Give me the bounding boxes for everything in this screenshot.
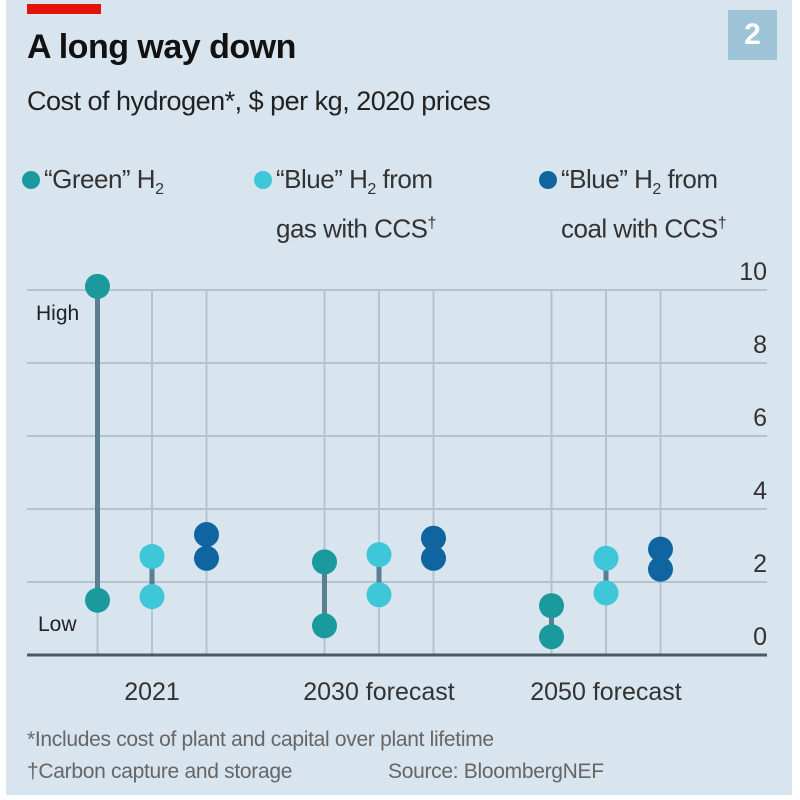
high-point (539, 593, 564, 619)
legend-label: “Blue” H (561, 164, 653, 194)
x-category-label: 2021 (124, 678, 180, 706)
high-point (139, 543, 165, 569)
legend-subscript: 2 (652, 181, 661, 199)
high-point (312, 549, 337, 575)
y-tick-label: 8 (753, 331, 767, 359)
annotation-low: Low (38, 613, 77, 636)
low-point (648, 556, 673, 582)
legend-label-line2: coal with CCS (561, 213, 718, 244)
legend-dagger: † (717, 215, 727, 233)
legend-swatch-blue-coal (539, 171, 557, 189)
footnote-ccs: †Carbon capture and storage (27, 760, 293, 783)
low-point (421, 545, 446, 571)
low-point (312, 613, 337, 639)
low-point (539, 624, 564, 650)
chart-number-badge: 2 (728, 10, 777, 60)
legend-swatch-green (22, 171, 40, 189)
low-point (593, 580, 619, 606)
legend-subscript: 2 (155, 181, 164, 199)
annotation-high: High (36, 302, 79, 325)
low-point (366, 582, 392, 608)
high-point (421, 525, 446, 551)
legend-subscript: 2 (367, 181, 376, 199)
legend-label-line2: gas with CCS (276, 213, 428, 244)
y-tick-label: 10 (739, 258, 767, 286)
source-note: Source: BloombergNEF (388, 760, 604, 783)
y-tick-label: 2 (753, 550, 767, 578)
x-category-label: 2030 forecast (303, 678, 455, 706)
low-point (194, 545, 219, 571)
footnote-includes: *Includes cost of plant and capital over… (27, 728, 494, 751)
low-point (85, 587, 110, 613)
y-tick-label: 4 (753, 477, 767, 505)
y-tick-label: 6 (753, 404, 767, 432)
legend-label: “Blue” H (276, 164, 368, 194)
chart-subtitle: Cost of hydrogen*, $ per kg, 2020 prices (27, 86, 491, 116)
legend-label-post: from (660, 164, 718, 194)
low-point (139, 584, 165, 610)
chart-title: A long way down (27, 28, 296, 66)
x-category-label: 2050 forecast (530, 678, 682, 706)
high-point (648, 536, 673, 562)
legend-label-post: from (375, 164, 433, 194)
legend-dagger: † (427, 215, 437, 233)
y-tick-label: 0 (753, 623, 767, 651)
high-point (366, 542, 392, 568)
legend-label: “Green” H (44, 164, 156, 194)
high-point (194, 522, 219, 548)
brand-red-bar (27, 4, 101, 14)
high-point (85, 273, 110, 299)
high-point (593, 545, 619, 571)
legend-swatch-blue-gas (254, 171, 272, 189)
